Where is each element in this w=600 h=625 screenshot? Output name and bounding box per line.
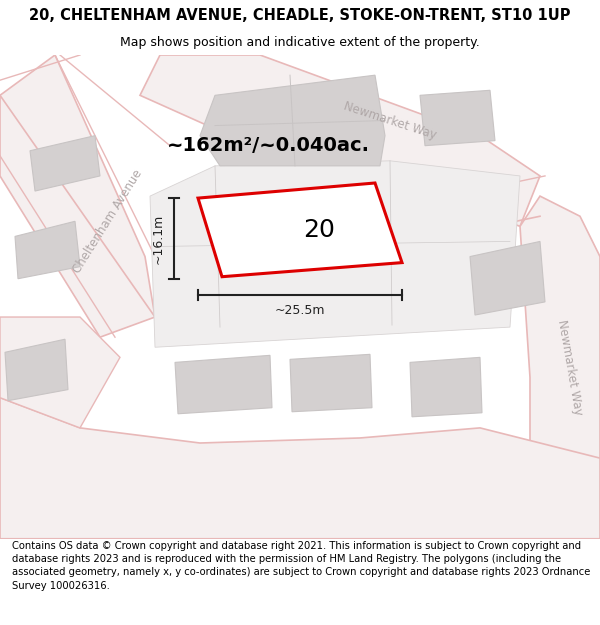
Text: Map shows position and indicative extent of the property.: Map shows position and indicative extent… <box>120 36 480 49</box>
Polygon shape <box>290 354 372 412</box>
Text: ~162m²/~0.040ac.: ~162m²/~0.040ac. <box>167 136 370 155</box>
Polygon shape <box>510 196 600 539</box>
Polygon shape <box>198 183 402 277</box>
Polygon shape <box>410 357 482 417</box>
Polygon shape <box>0 317 120 428</box>
Text: Cheltenham Avenue: Cheltenham Avenue <box>71 167 145 276</box>
Text: Contains OS data © Crown copyright and database right 2021. This information is : Contains OS data © Crown copyright and d… <box>12 541 590 591</box>
Polygon shape <box>5 339 68 401</box>
Text: ~25.5m: ~25.5m <box>275 304 325 318</box>
Polygon shape <box>470 241 545 315</box>
Polygon shape <box>420 90 495 146</box>
Text: Newmarket Way: Newmarket Way <box>555 319 585 416</box>
Text: ~16.1m: ~16.1m <box>151 213 164 264</box>
Polygon shape <box>175 356 272 414</box>
Text: Newmarket Way: Newmarket Way <box>342 99 438 142</box>
Text: 20: 20 <box>304 218 335 242</box>
Polygon shape <box>150 161 520 348</box>
Polygon shape <box>140 55 540 226</box>
Polygon shape <box>200 75 385 166</box>
Polygon shape <box>30 136 100 191</box>
Text: 20, CHELTENHAM AVENUE, CHEADLE, STOKE-ON-TRENT, ST10 1UP: 20, CHELTENHAM AVENUE, CHEADLE, STOKE-ON… <box>29 8 571 23</box>
Polygon shape <box>15 221 80 279</box>
Polygon shape <box>0 398 600 539</box>
Polygon shape <box>0 55 155 338</box>
